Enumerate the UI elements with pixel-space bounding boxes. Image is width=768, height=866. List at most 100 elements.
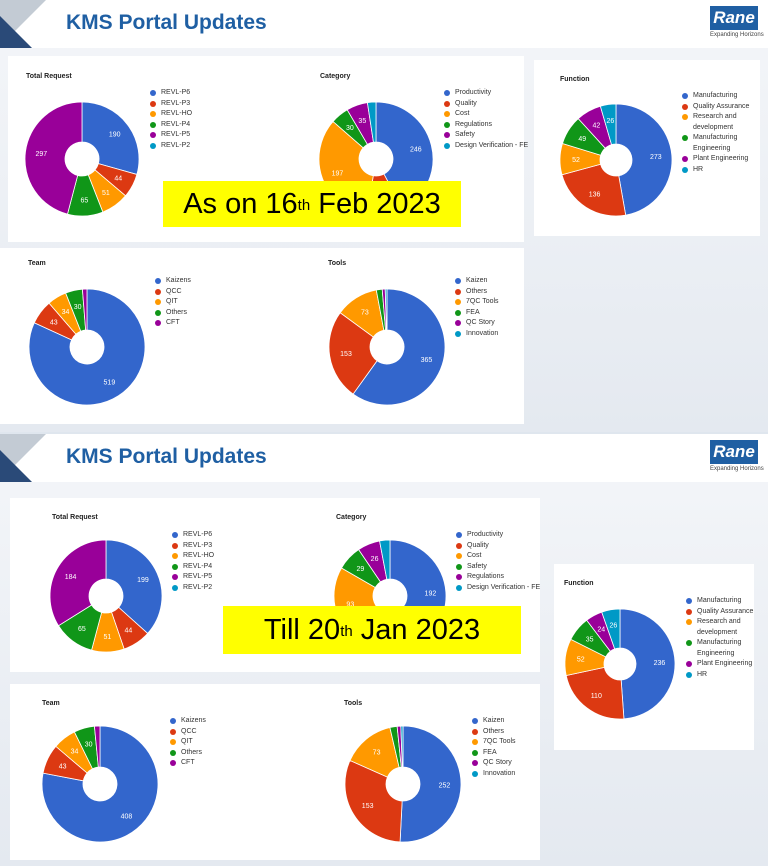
legend-item-innovation[interactable]: Innovation bbox=[472, 769, 516, 780]
legend-label: Kaizen bbox=[483, 717, 505, 724]
legend-item-revl-p5[interactable]: REVL-P5 bbox=[150, 130, 192, 141]
legend-item-qcc[interactable]: QCC bbox=[155, 287, 191, 298]
legend-swatch bbox=[472, 718, 478, 724]
pie-slice-quality-assurance[interactable] bbox=[565, 666, 625, 720]
legend-label: Manufacturing bbox=[697, 597, 742, 604]
legend-item-quality-assurance[interactable]: Quality Assurance bbox=[686, 607, 768, 618]
legend-item-cft[interactable]: CFT bbox=[170, 758, 206, 769]
legend-item-hr[interactable]: HR bbox=[682, 165, 768, 176]
chart-title-team: Team bbox=[42, 700, 60, 707]
legend-item-revl-p5[interactable]: REVL-P5 bbox=[172, 572, 214, 583]
legend-item-kaizens[interactable]: Kaizens bbox=[155, 276, 191, 287]
pie-slice-kaizen[interactable] bbox=[352, 288, 446, 406]
legend-item-plant-engineering[interactable]: Plant Engineering bbox=[682, 154, 768, 165]
legend-item-kaizen[interactable]: Kaizen bbox=[472, 716, 516, 727]
pie-slice-cft[interactable] bbox=[81, 288, 88, 331]
legend-item-qc-story[interactable]: QC Story bbox=[472, 758, 516, 769]
legend-item-manufacturing[interactable]: Manufacturing bbox=[686, 596, 768, 607]
legend-tools: Kaizen Others 7QC Tools FEA QC Story Innovati… bbox=[455, 276, 499, 339]
legend-item-others[interactable]: Others bbox=[155, 308, 191, 319]
legend-item-revl-p4[interactable]: REVL-P4 bbox=[172, 562, 214, 573]
legend-item-research-and-development[interactable]: Research and development bbox=[686, 617, 768, 638]
legend-item-revl-p3[interactable]: REVL-P3 bbox=[150, 99, 192, 110]
pie-slice-cft[interactable] bbox=[93, 725, 101, 768]
legend-item-kaizen[interactable]: Kaizen bbox=[455, 276, 499, 287]
chart-title-category: Category bbox=[336, 514, 367, 521]
pie-slice-revl-p6[interactable] bbox=[81, 101, 140, 175]
legend-item-design-verification-fe[interactable]: Design Verification - FE bbox=[444, 141, 528, 152]
legend-item-design-verification-fe[interactable]: Design Verification - FE bbox=[456, 583, 540, 594]
legend-swatch bbox=[456, 574, 462, 580]
pie-slice-others[interactable] bbox=[344, 759, 403, 843]
legend-tools: Kaizen Others 7QC Tools FEA QC Story Innovati… bbox=[472, 716, 516, 779]
pie-slice-innovation[interactable] bbox=[384, 288, 388, 331]
slide-title: KMS Portal Updates bbox=[66, 445, 267, 468]
pie-slice-innovation[interactable] bbox=[400, 725, 404, 768]
legend-item-7qc-tools[interactable]: 7QC Tools bbox=[455, 297, 499, 308]
pie-slice-revl-p5[interactable] bbox=[24, 101, 83, 215]
legend-item-quality-assurance[interactable]: Quality Assurance bbox=[682, 102, 768, 113]
pie-value-label: 24 bbox=[597, 627, 605, 634]
chart-title-function: Function bbox=[564, 580, 594, 587]
pie-slice-kaizens[interactable] bbox=[28, 288, 146, 406]
legend-item-qit[interactable]: QIT bbox=[155, 297, 191, 308]
legend-function: Manufacturing Quality Assurance Research a… bbox=[686, 596, 768, 680]
legend-item-fea[interactable]: FEA bbox=[472, 748, 516, 759]
legend-item-others[interactable]: Others bbox=[455, 287, 499, 298]
legend-item-regulations[interactable]: Regulations bbox=[444, 120, 528, 131]
legend-item-qc-story[interactable]: QC Story bbox=[455, 318, 499, 329]
legend-item-kaizens[interactable]: Kaizens bbox=[170, 716, 206, 727]
legend-item-quality[interactable]: Quality bbox=[444, 99, 528, 110]
legend-label: Cost bbox=[467, 552, 482, 559]
legend-item-revl-p3[interactable]: REVL-P3 bbox=[172, 541, 214, 552]
legend-item-safety[interactable]: Safety bbox=[444, 130, 528, 141]
pie-slice-kaizen[interactable] bbox=[399, 725, 462, 843]
pie-slice-manufacturing[interactable] bbox=[615, 103, 673, 216]
pie-slice-hr[interactable] bbox=[601, 608, 621, 650]
pie-slice-revl-p6[interactable] bbox=[105, 539, 163, 634]
legend-item-cost[interactable]: Cost bbox=[444, 109, 528, 120]
legend-item-hr[interactable]: HR bbox=[686, 670, 768, 681]
legend-item-revl-p6[interactable]: REVL-P6 bbox=[172, 530, 214, 541]
legend-item-qit[interactable]: QIT bbox=[170, 737, 206, 748]
legend-item-7qc-tools[interactable]: 7QC Tools bbox=[472, 737, 516, 748]
legend-item-research-and-development[interactable]: Research and development bbox=[682, 112, 768, 133]
pie-slice-design-verification-fe[interactable] bbox=[366, 101, 377, 143]
legend-label: Regulations bbox=[455, 120, 492, 128]
legend-label: FEA bbox=[483, 748, 497, 756]
legend-item-revl-p4[interactable]: REVL-P4 bbox=[150, 120, 192, 131]
legend-item-plant-engineering[interactable]: Plant Engineering bbox=[686, 659, 768, 670]
legend-item-revl-p6[interactable]: REVL-P6 bbox=[150, 88, 192, 99]
banner-pre: As on 16 bbox=[183, 188, 298, 220]
legend-item-qcc[interactable]: QCC bbox=[170, 727, 206, 738]
legend-item-innovation[interactable]: Innovation bbox=[455, 329, 499, 340]
pie-slice-hr[interactable] bbox=[599, 103, 617, 146]
chart-title-team: Team bbox=[28, 260, 46, 267]
legend-item-others[interactable]: Others bbox=[170, 748, 206, 759]
legend-item-safety[interactable]: Safety bbox=[456, 562, 540, 573]
legend-swatch bbox=[686, 640, 692, 646]
legend-item-cft[interactable]: CFT bbox=[155, 318, 191, 329]
legend-item-revl-ho[interactable]: REVL-HO bbox=[172, 551, 214, 562]
legend-item-productivity[interactable]: Productivity bbox=[444, 88, 528, 99]
pie-slice-others[interactable] bbox=[328, 312, 378, 395]
legend-label: REVL-HO bbox=[183, 552, 215, 559]
pie-slice-kaizens[interactable] bbox=[41, 725, 159, 843]
legend-item-cost[interactable]: Cost bbox=[456, 551, 540, 562]
legend-item-quality[interactable]: Quality bbox=[456, 541, 540, 552]
pie-slice-quality-assurance[interactable] bbox=[561, 163, 627, 217]
legend-item-manufacturing-engineering[interactable]: Manufacturing Engineering bbox=[686, 638, 768, 659]
legend-item-revl-ho[interactable]: REVL-HO bbox=[150, 109, 192, 120]
pie-slice-manufacturing[interactable] bbox=[619, 608, 676, 720]
chart-title-total-request: Total Request bbox=[26, 73, 72, 80]
legend-item-others[interactable]: Others bbox=[472, 727, 516, 738]
legend-item-productivity[interactable]: Productivity bbox=[456, 530, 540, 541]
pie-slice-design-verification-fe[interactable] bbox=[379, 539, 391, 580]
legend-item-revl-p2[interactable]: REVL-P2 bbox=[150, 141, 192, 152]
legend-item-manufacturing-engineering[interactable]: Manufacturing Engineering bbox=[682, 133, 768, 154]
legend-item-manufacturing[interactable]: Manufacturing bbox=[682, 91, 768, 102]
legend-item-fea[interactable]: FEA bbox=[455, 308, 499, 319]
legend-item-revl-p2[interactable]: REVL-P2 bbox=[172, 583, 214, 594]
pie-slice-revl-p5[interactable] bbox=[49, 539, 107, 627]
legend-item-regulations[interactable]: Regulations bbox=[456, 572, 540, 583]
